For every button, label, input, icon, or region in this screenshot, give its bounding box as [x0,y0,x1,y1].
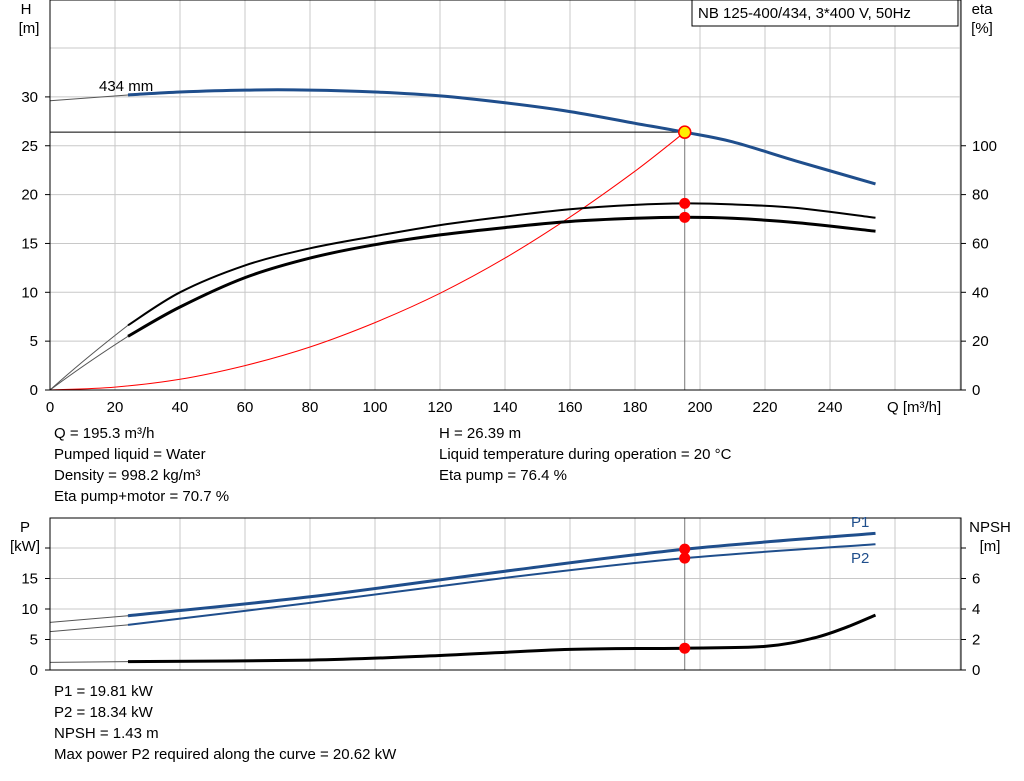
head-curve [127,88,876,186]
y2-tick-label-npsh: 0 [972,662,980,679]
x-tick-label: 60 [237,399,254,416]
x-tick-label: 220 [752,399,777,416]
y2-tick-label-npsh: 2 [972,632,980,649]
bottom-right-axis-label-unit: [m] [980,538,1001,555]
system-curve [49,131,686,391]
y2-tick-label-eta: 0 [972,382,980,399]
liquid-temperature: Liquid temperature during operation = 20… [439,446,732,463]
x-tick-label: 240 [817,399,842,416]
y2-tick-label-eta: 40 [972,284,989,301]
head-value: H = 26.39 m [439,425,522,442]
y-tick-label-h: 25 [21,138,38,155]
bottom-left-axis-label-unit: [kW] [10,538,40,555]
p2-value: P2 = 18.34 kW [54,704,153,721]
p2-curve-extension [49,624,129,633]
y-tick-label-h: 0 [30,382,38,399]
duty-point-marker [677,125,692,139]
eta-pump-curve [127,202,876,327]
eta-pump-marker [679,197,691,209]
p1-curve-extension [49,615,129,623]
duty-info-left: Q = 195.3 m³/h Pumped liquid = Water Den… [54,423,229,507]
y-tick-label-h: 30 [21,89,38,106]
top-left-axis-label-unit: [m] [19,20,40,37]
p1-curve-label: P1 [851,514,869,531]
p1-value: P1 = 19.81 kW [54,683,153,700]
top-right-axis-label-unit: [%] [971,20,993,37]
y-tick-label-p: 0 [30,662,38,679]
top-left-axis-label-h: H [21,1,32,18]
eta-motor-curve-extension [49,335,129,391]
y2-tick-label-eta: 100 [972,138,997,155]
title-box [691,0,959,27]
head-curve-extension [49,94,129,102]
top-plot-frame [49,0,962,391]
impeller-diameter-label: 434 mm [99,78,153,95]
x-tick-label: 180 [622,399,647,416]
y2-tick-label-eta: 20 [972,333,989,350]
npsh-marker [679,642,691,654]
x-tick-label: 120 [427,399,452,416]
x-tick-label: 160 [557,399,582,416]
x-tick-label: 20 [107,399,124,416]
bottom-left-axis-label-p: P [20,519,30,536]
duty-info-right: H = 26.39 m Liquid temperature during op… [439,423,731,486]
max-power-p2: Max power P2 required along the curve = … [54,746,397,763]
x-tick-label: 200 [687,399,712,416]
duty-markers [677,125,692,654]
npsh-value: NPSH = 1.43 m [54,725,159,742]
p2-curve-label: P2 [851,550,869,567]
y2-tick-label-eta: 80 [972,187,989,204]
y-tick-label-h: 10 [21,284,38,301]
eta-pump-motor-curve [127,215,876,338]
p2-curve [127,543,876,626]
p1-marker [679,543,691,555]
top-right-axis-label-eta: eta [972,1,994,18]
npsh-curve [127,613,877,664]
y2-tick-label-eta: 60 [972,235,989,252]
y-tick-label-h: 20 [21,187,38,204]
top-chart-grid [50,0,961,390]
y-tick-label-p: 10 [21,601,38,618]
bottom-right-axis-label-npsh: NPSH [969,519,1011,536]
bottom-plot-frame [49,517,962,671]
p1-curve [127,531,876,618]
x-tick-label: 0 [46,399,54,416]
x-tick-label: 140 [492,399,517,416]
y-tick-label-p: 15 [21,571,38,588]
y-tick-label-h: 15 [21,235,38,252]
y2-tick-label-npsh: 4 [972,601,980,618]
eta-pump-motor-marker [679,211,691,223]
pumped-liquid: Pumped liquid = Water [54,446,206,463]
power-info: P1 = 19.81 kW P2 = 18.34 kW NPSH = 1.43 … [54,681,396,765]
flow-value: Q = 195.3 m³/h [54,425,155,442]
x-axis-label: Q [m³/h] [887,399,941,416]
npsh-curve-extension [49,661,129,663]
bottom-chart-grid [50,518,961,670]
density-value: Density = 998.2 kg/m³ [54,467,201,484]
curves-layer [49,88,877,670]
eta-curve-extension [49,324,129,391]
y2-tick-label-npsh: 6 [972,571,980,588]
y-tick-label-p: 5 [30,632,38,649]
eta-pump-motor-value: Eta pump+motor = 70.7 % [54,488,230,505]
title-box-text: NB 125-400/434, 3*400 V, 50Hz [698,5,911,22]
tick-labels: 0 20 40 60 80 100 120 140 160 180 200 220 2400510152… [21,89,997,679]
eta-pump-value: Eta pump = 76.4 % [439,467,567,484]
x-tick-label: 80 [302,399,319,416]
p2-marker [679,552,691,564]
x-tick-label: 40 [172,399,189,416]
y-tick-label-h: 5 [30,333,38,350]
x-tick-label: 100 [362,399,387,416]
